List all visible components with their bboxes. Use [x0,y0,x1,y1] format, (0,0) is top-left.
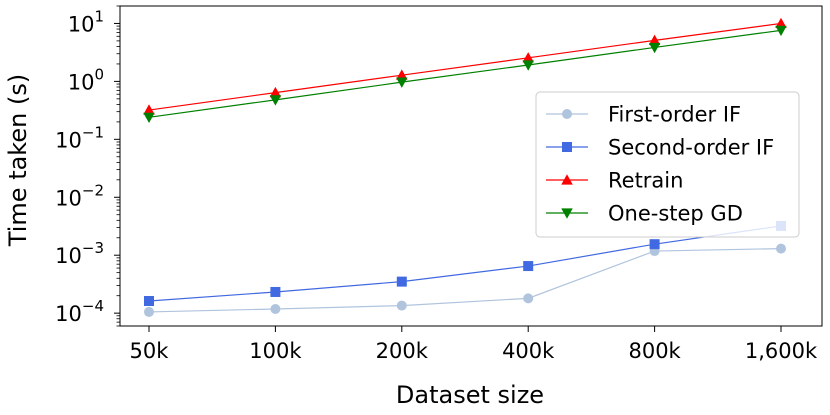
data-point [776,243,786,254]
legend-marker [562,142,572,152]
data-point [144,306,154,317]
data-point [396,77,408,88]
data-point [396,69,408,80]
legend-label: First-order IF [608,103,741,127]
series-line [148,22,782,111]
data-point [649,239,660,250]
data-point [648,34,661,45]
x-tick-label: 1,600k [745,339,818,363]
data-point [523,261,534,272]
legend-box [535,91,800,238]
data-point [270,303,281,314]
series-line [148,29,782,118]
data-point [269,95,282,106]
legend-label: One-step GD [608,202,743,226]
legend: First-order IF Second-order IF Retrain One-… [535,91,800,238]
legend-marker [562,109,572,119]
series [143,17,787,115]
y-axis-label: Time taken (s) [4,74,32,247]
data-point [144,296,154,307]
x-tick-label: 50k [130,339,170,363]
data-point [396,300,407,311]
series-line [148,225,782,302]
x-axis: 50k 100k 200k 400k 800k 1,600k [130,326,818,363]
x-axis-label: Dataset size [396,381,544,409]
x-tick-label: 100k [249,339,302,363]
data-point [648,42,661,54]
legend-label: Second-order IF [608,136,774,160]
legend-item: Retrain [546,169,683,193]
x-tick-label: 800k [628,339,681,363]
y-axis: 10−4 10−3 10−2 10−1 100 101 [55,5,120,327]
plot-frame [119,5,823,327]
y-tick-label: 10−3 [55,239,104,268]
legend-item: First-order IF [546,103,741,127]
y-tick-label: 10−1 [55,123,104,152]
legend-marker [561,208,573,219]
data-point [775,17,787,29]
legend-item: One-step GD [546,202,743,226]
y-tick-label: 10−2 [55,181,104,210]
legend-item: Second-order IF [546,136,774,160]
y-tick-label: 10−4 [55,297,104,326]
x-tick-label: 400k [502,339,555,363]
series [144,243,786,317]
data-point [522,52,534,63]
plot-area [119,5,823,327]
data-point [270,286,281,297]
series [143,25,787,124]
data-point [523,293,534,304]
series-line [148,248,782,313]
data-point [143,112,155,124]
x-tick-label: 200k [376,339,429,363]
data-point [775,25,787,37]
data-point [269,86,282,98]
y-tick-label: 100 [68,65,104,94]
legend-label: Retrain [608,169,683,193]
data-point [143,104,155,115]
legend-marker [561,174,573,185]
data-point [396,276,407,287]
y-tick-label: 101 [68,7,104,36]
series-layer [143,17,787,317]
data-point [522,60,534,71]
